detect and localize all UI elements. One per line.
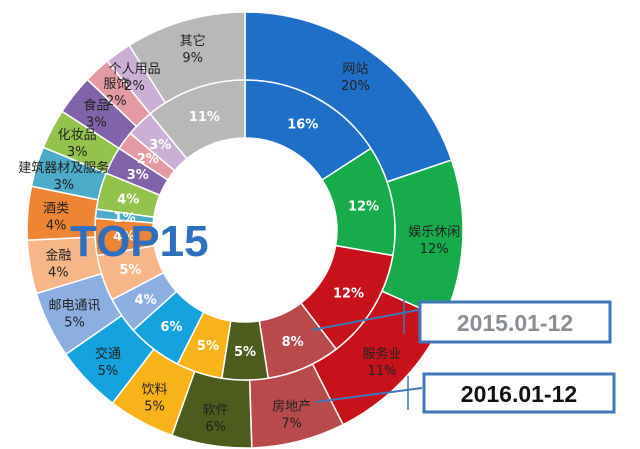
legend-2016-callout: 2016.01-12 [315, 372, 616, 414]
outer-category-label: 酒类 [43, 201, 69, 216]
inner-data-label: 3% [149, 138, 171, 153]
outer-data-label: 3% [67, 145, 88, 160]
inner-data-label: 5% [197, 339, 219, 354]
outer-category-label: 建筑器材及服务 [18, 160, 109, 176]
inner-data-label: 11% [189, 110, 220, 125]
outer-category-label: 娱乐休闲 [408, 225, 460, 240]
outer-data-label: 5% [64, 316, 85, 331]
outer-data-label: 3% [86, 116, 107, 131]
outer-data-label: 3% [53, 178, 74, 193]
inner-ring-2015 [94, 79, 396, 381]
outer-category-label: 饮料 [142, 382, 168, 397]
inner-data-label: 6% [160, 320, 182, 335]
legend-2016-pointer [315, 387, 423, 403]
outer-category-label: 网站 [342, 62, 368, 77]
inner-data-label: 4% [135, 293, 157, 308]
outer-data-label: 4% [46, 218, 67, 233]
inner-data-label: 16% [287, 118, 318, 133]
legend-2015-label: 2015.01-12 [457, 310, 573, 336]
outer-category-label: 化妆品 [58, 128, 97, 143]
outer-category-label: 服饰 [103, 77, 129, 92]
outer-category-label: 金融 [45, 247, 71, 263]
inner-data-label: 5% [234, 345, 256, 360]
legend-2016-label: 2016.01-12 [461, 381, 577, 407]
inner-data-label: 3% [127, 168, 149, 183]
outer-category-label: 其它 [180, 33, 206, 49]
legend-2015-callout: 2015.01-12 [311, 298, 612, 344]
inner-data-label: 4% [117, 192, 139, 207]
inner-data-label: 12% [348, 200, 379, 215]
outer-category-label: 个人用品 [109, 62, 161, 77]
outer-data-label: 6% [205, 420, 226, 435]
inner-data-label: 8% [282, 335, 304, 350]
inner-data-label: 4% [113, 230, 135, 245]
outer-data-label: 11% [368, 364, 397, 379]
inner-data-label: 5% [119, 263, 141, 278]
legend-2016-box [422, 372, 616, 414]
legend-2015-pointer [311, 309, 419, 331]
outer-data-label: 4% [48, 265, 69, 280]
legend-2015-box [418, 300, 612, 344]
outer-category-label: 交通 [95, 346, 121, 362]
outer-data-label: 2% [106, 94, 127, 109]
outer-data-label: 2% [124, 79, 145, 94]
inner-data-label: 12% [333, 287, 364, 302]
outer-data-label: 5% [98, 364, 119, 379]
top15-title: TOP15 [70, 217, 209, 266]
outer-category-label: 食品 [83, 98, 109, 114]
outer-category-label: 房地产 [272, 399, 311, 415]
outer-data-label: 9% [182, 51, 203, 66]
outer-data-label: 12% [420, 242, 449, 257]
outer-category-label: 服务业 [363, 346, 402, 362]
outer-category-label: 软件 [203, 403, 229, 418]
inner-data-label: 2% [137, 152, 159, 167]
outer-ring-2016 [26, 11, 464, 449]
outer-data-label: 5% [144, 399, 165, 414]
outer-category-label: 邮电通讯 [48, 299, 100, 314]
inner-data-label: 1% [114, 211, 136, 226]
inner-slice-15 [149, 79, 246, 160]
outer-data-label: 20% [341, 79, 370, 94]
outer-ring-labels: 网站 20% 娱乐休闲 12% 服务业 11% 房地产 7% 软件 6% 饮料 5% 交通 5% 邮电通讯 5… [18, 33, 460, 435]
outer-data-label: 7% [281, 417, 302, 432]
inner-ring-labels: 16%12%12%8%5%5%6%4%5%4%1%4%3%2%3%11% [113, 110, 379, 360]
